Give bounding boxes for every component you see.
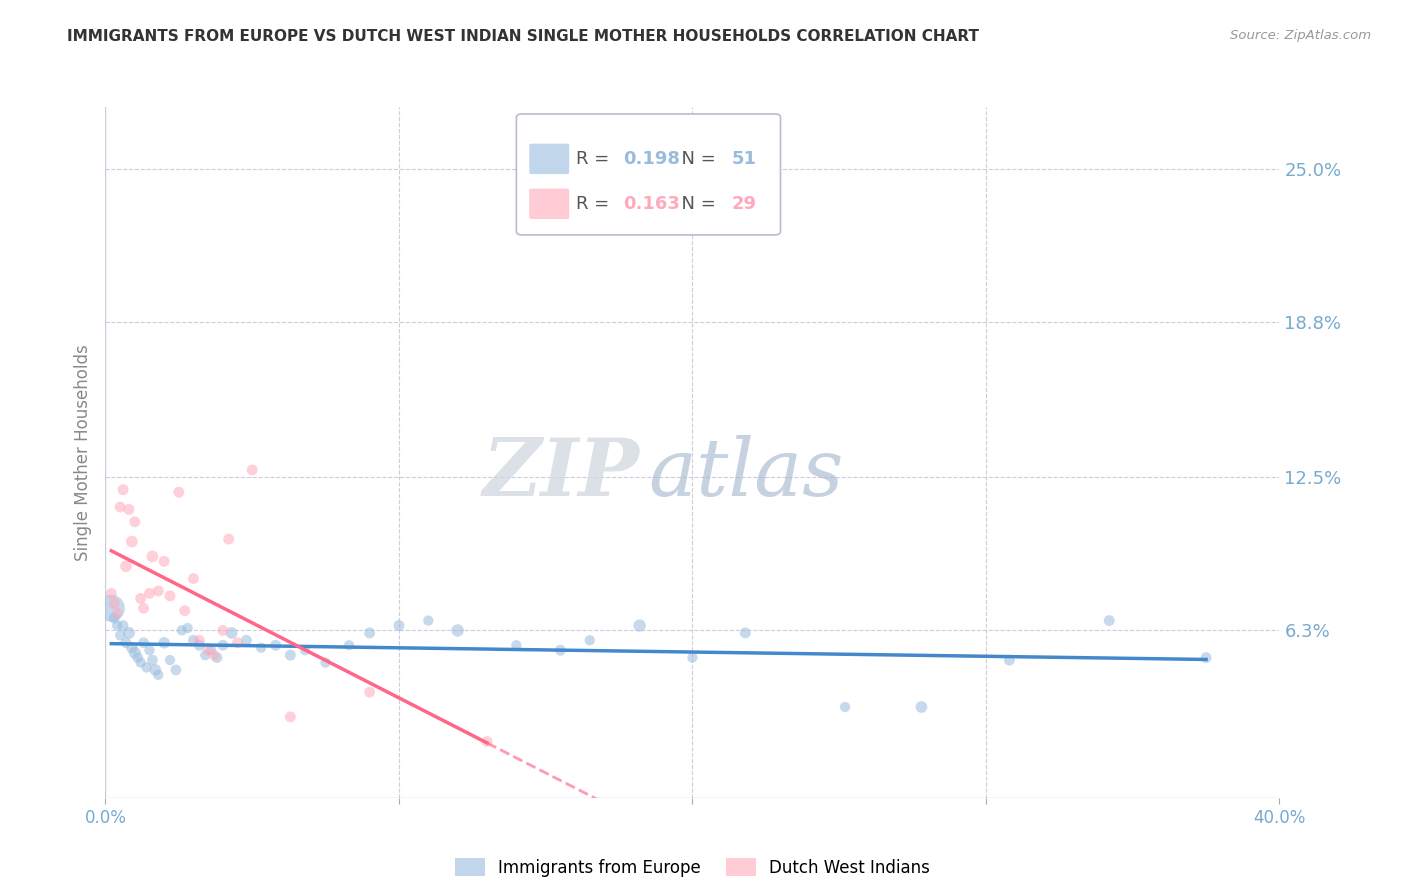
Point (1098, 614, 1121, 628)
Text: R =: R = (576, 150, 616, 168)
Text: atlas: atlas (648, 434, 844, 512)
Point (628, 618, 651, 632)
Point (124, 515, 146, 529)
Point (359, 626, 381, 640)
Text: Source: ZipAtlas.com: Source: ZipAtlas.com (1230, 29, 1371, 42)
Point (121, 534, 143, 549)
Text: 29: 29 (731, 194, 756, 213)
Point (211, 624, 233, 638)
Point (188, 638, 211, 652)
FancyBboxPatch shape (529, 144, 569, 174)
Point (141, 549, 163, 564)
Y-axis label: Single Mother Households: Single Mother Households (73, 344, 91, 561)
Point (337, 638, 360, 652)
Point (202, 648, 225, 662)
Text: 51: 51 (731, 150, 756, 168)
Text: 0.198: 0.198 (623, 150, 681, 168)
Point (138, 643, 160, 657)
Point (124, 646, 146, 660)
Point (118, 626, 141, 640)
Point (200, 643, 222, 657)
Point (294, 643, 316, 657)
Point (505, 638, 527, 652)
Point (141, 653, 163, 667)
Point (550, 643, 572, 657)
Point (188, 633, 211, 648)
Point (143, 663, 166, 677)
Point (115, 559, 138, 574)
Point (159, 589, 181, 603)
Point (205, 650, 228, 665)
Point (105, 606, 128, 620)
Point (211, 638, 233, 652)
Text: R =: R = (576, 194, 616, 213)
Text: ZIP: ZIP (482, 434, 640, 512)
Point (240, 463, 263, 477)
Point (170, 624, 193, 638)
Point (910, 700, 932, 714)
Point (138, 586, 160, 600)
Point (135, 660, 157, 674)
Point (418, 614, 440, 628)
Point (834, 700, 856, 714)
Point (100, 601, 122, 615)
Point (176, 621, 198, 635)
FancyBboxPatch shape (529, 188, 569, 219)
Legend: Immigrants from Europe, Dutch West Indians: Immigrants from Europe, Dutch West India… (449, 851, 936, 883)
Point (218, 532, 240, 546)
Point (153, 554, 176, 568)
Point (121, 640, 143, 655)
Point (127, 650, 149, 665)
Point (315, 656, 337, 670)
Point (388, 618, 411, 632)
Point (165, 663, 187, 677)
Point (250, 640, 273, 655)
Point (112, 618, 135, 632)
Text: IMMIGRANTS FROM EUROPE VS DUTCH WEST INDIAN SINGLE MOTHER HOUSEHOLDS CORRELATION: IMMIGRANTS FROM EUROPE VS DUTCH WEST IND… (67, 29, 980, 44)
FancyBboxPatch shape (516, 114, 780, 235)
Text: N =: N = (671, 150, 721, 168)
Point (446, 624, 468, 638)
Text: 0.163: 0.163 (623, 194, 681, 213)
Point (108, 628, 131, 642)
Point (194, 648, 217, 662)
Point (183, 633, 205, 648)
Point (197, 643, 219, 657)
Point (148, 583, 170, 598)
Point (578, 633, 600, 648)
Point (115, 636, 138, 650)
Point (105, 618, 128, 632)
Point (1195, 650, 1218, 665)
Point (226, 636, 249, 650)
Point (103, 596, 125, 610)
Point (682, 650, 704, 665)
Point (475, 734, 498, 748)
Point (118, 502, 141, 516)
Point (129, 656, 152, 670)
Point (148, 668, 170, 682)
Point (359, 685, 381, 699)
Point (108, 500, 131, 514)
Point (159, 653, 181, 667)
Point (103, 611, 125, 625)
Point (998, 653, 1021, 667)
Point (173, 604, 195, 618)
Point (264, 638, 287, 652)
Point (112, 483, 135, 497)
Point (221, 626, 243, 640)
Point (183, 572, 205, 586)
Point (280, 710, 302, 724)
Point (734, 626, 756, 640)
Point (153, 636, 176, 650)
Point (129, 591, 152, 606)
Point (132, 636, 155, 650)
Point (167, 485, 190, 500)
Point (100, 586, 122, 600)
Text: N =: N = (671, 194, 721, 213)
Point (235, 633, 257, 648)
Point (280, 648, 302, 662)
Point (132, 601, 155, 615)
